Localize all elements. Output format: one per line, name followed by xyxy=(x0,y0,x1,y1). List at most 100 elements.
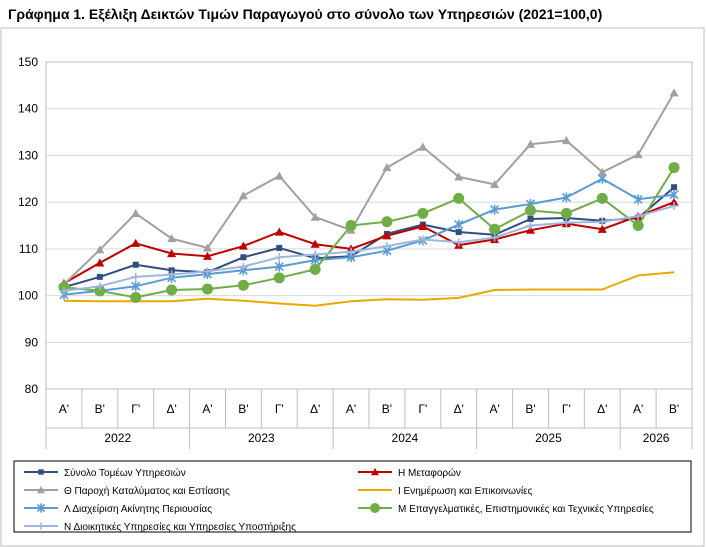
data-point xyxy=(59,286,68,295)
series xyxy=(59,197,679,288)
axes: 80 90 100 110 120 130 140 150 Α' Β' Γ' Δ' Α' Β' Γ' Δ' Α'… xyxy=(18,55,693,449)
legend-label: Θ Παροχή Καταλύματος και Εστίασης xyxy=(64,485,230,497)
data-point xyxy=(418,235,427,244)
data-point xyxy=(669,197,679,206)
data-point xyxy=(274,171,284,180)
data-point xyxy=(598,217,607,226)
x-tick-label: Β' xyxy=(95,402,105,416)
x-tick-label: Α' xyxy=(489,402,499,416)
data-point xyxy=(273,272,285,284)
data-point xyxy=(347,247,356,256)
legend-marker xyxy=(37,522,45,530)
data-point xyxy=(94,285,106,297)
series-line xyxy=(63,92,675,286)
x-tick-label: Β' xyxy=(525,402,535,416)
data-point xyxy=(526,225,535,234)
data-point xyxy=(490,179,500,188)
data-point xyxy=(95,258,105,267)
x-tick-label: Γ' xyxy=(562,402,571,416)
data-point xyxy=(274,227,284,236)
data-point xyxy=(454,172,464,181)
data-point xyxy=(311,250,320,259)
legend-marker xyxy=(38,469,44,475)
legend-label: Σύνολο Τομέων Υπηρεσιών xyxy=(64,467,186,479)
data-point xyxy=(382,242,391,251)
data-point xyxy=(561,135,571,145)
series-line xyxy=(63,186,675,289)
data-point xyxy=(454,238,463,247)
data-point xyxy=(597,167,607,176)
legend-label: Μ Επαγγελματικές, Επιστημονικές και Τεχν… xyxy=(398,503,654,515)
y-tick-label: 100 xyxy=(18,289,38,303)
y-tick-label: 140 xyxy=(18,102,38,116)
data-point xyxy=(95,245,105,254)
x-tick-label: Γ' xyxy=(275,402,284,416)
legend-marker xyxy=(370,503,380,513)
y-tick-label: 120 xyxy=(18,195,38,209)
data-point xyxy=(310,239,320,248)
data-point xyxy=(596,192,608,204)
legend-label: Λ Διαχείριση Ακίνητης Περιουσίας xyxy=(64,503,212,515)
data-point xyxy=(527,215,534,222)
data-point xyxy=(671,184,678,191)
data-point xyxy=(562,218,571,227)
data-point xyxy=(670,201,679,210)
data-point xyxy=(382,163,392,172)
data-point xyxy=(526,221,535,230)
chart-title: Γράφημα 1. Εξέλιξη Δεικτών Τιμών Παραγωγ… xyxy=(8,6,603,22)
data-point xyxy=(203,251,212,260)
data-point xyxy=(131,208,141,217)
data-point xyxy=(240,254,247,261)
x-tick-label: Α' xyxy=(633,402,643,416)
x-tick-label: Β' xyxy=(238,402,248,416)
y-tick-label: 130 xyxy=(18,148,38,162)
series-line xyxy=(63,201,675,285)
data-point xyxy=(526,139,535,148)
data-point xyxy=(310,212,320,221)
data-point xyxy=(418,221,428,231)
data-point xyxy=(597,224,607,233)
data-point xyxy=(95,282,104,291)
data-point xyxy=(453,192,465,204)
data-point xyxy=(668,162,680,174)
data-point xyxy=(490,204,500,215)
legend-label: Ν Διοικητικές Υπηρεσίες και Υπηρεσίες Υπ… xyxy=(64,521,296,533)
data-point xyxy=(489,223,501,235)
data-point xyxy=(203,267,212,276)
x-tick-label: Β' xyxy=(669,402,679,416)
x-tick-label: Α' xyxy=(346,402,356,416)
data-point xyxy=(238,241,248,250)
data-point xyxy=(168,267,175,274)
data-point xyxy=(238,191,248,200)
data-point xyxy=(633,149,643,159)
data-point xyxy=(381,216,393,228)
series xyxy=(59,88,679,288)
data-point xyxy=(130,291,142,303)
data-point xyxy=(276,244,283,251)
legend-marker xyxy=(370,467,380,476)
data-point xyxy=(275,253,284,262)
chart-frame xyxy=(0,27,705,547)
series-line xyxy=(63,271,675,307)
data-point xyxy=(560,207,572,219)
data-point xyxy=(167,234,177,243)
data-point xyxy=(561,192,571,203)
series xyxy=(59,173,679,300)
data-point xyxy=(96,273,103,280)
plot-area-border xyxy=(45,61,693,390)
data-point xyxy=(203,243,212,252)
series xyxy=(59,201,679,295)
series-line xyxy=(63,167,675,299)
data-point xyxy=(634,212,643,221)
x-tick-label: Γ' xyxy=(418,402,427,416)
series-line xyxy=(63,204,675,292)
data-point xyxy=(454,219,464,230)
year-label: 2023 xyxy=(248,431,275,445)
x-tick-label: Δ' xyxy=(166,402,176,416)
x-tick-label: Α' xyxy=(202,402,212,416)
data-point xyxy=(418,142,428,151)
data-point xyxy=(345,220,357,231)
grid xyxy=(46,61,692,390)
data-point xyxy=(131,238,141,247)
